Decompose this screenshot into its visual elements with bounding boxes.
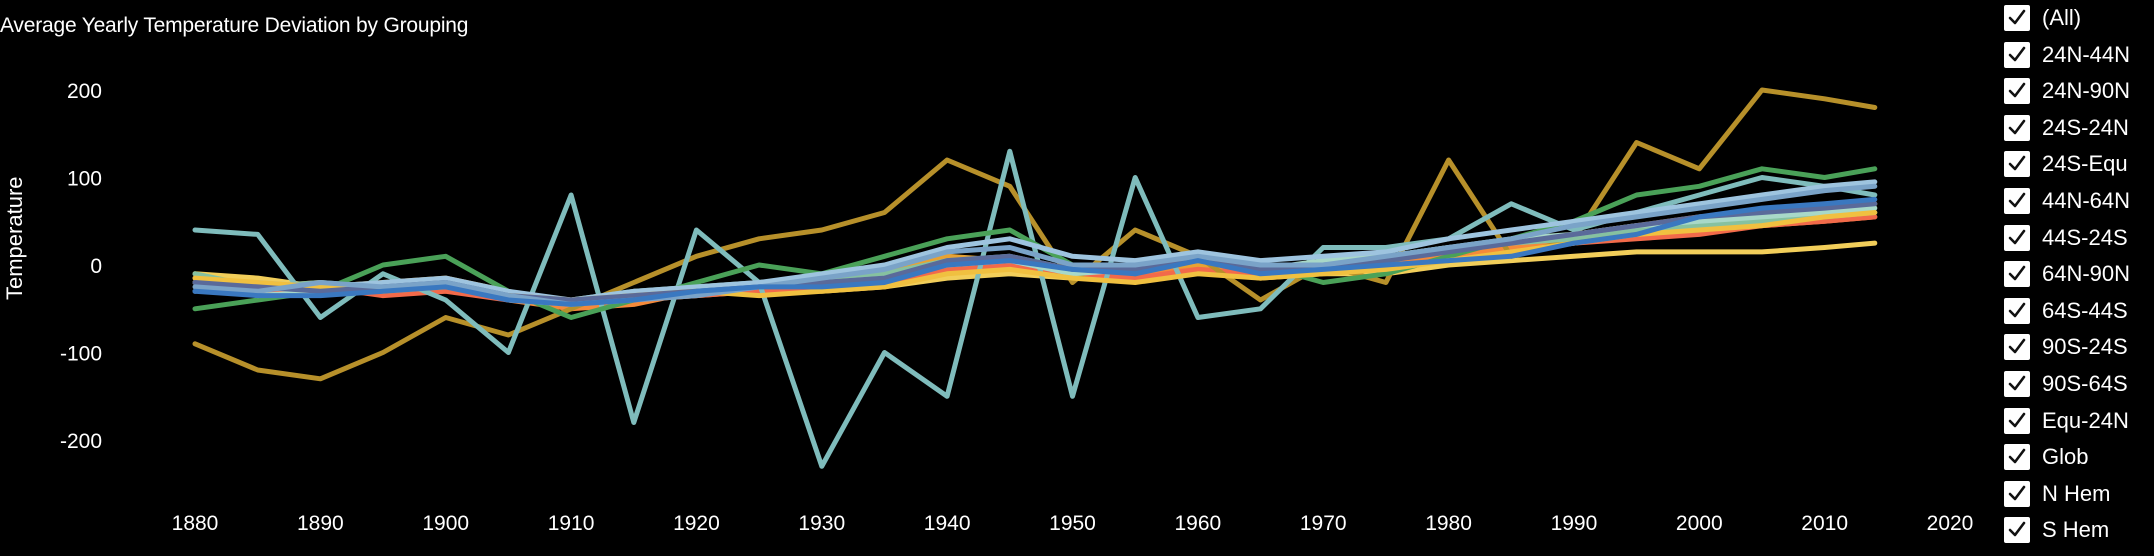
- line-chart: 1880 1890 1900 1910 1920 1930 1940 1950 1960 1970…: [60, 80, 1974, 535]
- checkbox[interactable]: [2004, 261, 2030, 288]
- x-tick-label: 1890: [297, 512, 344, 535]
- legend-label: 24S-Equ: [2042, 151, 2128, 177]
- checkbox[interactable]: [2004, 188, 2030, 214]
- legend-item-n-hem[interactable]: N Hem: [2004, 478, 2110, 510]
- checkbox[interactable]: [2004, 334, 2030, 361]
- legend-item-44n-64n[interactable]: 44N-64N: [2004, 185, 2130, 217]
- checkbox[interactable]: [2004, 444, 2030, 471]
- y-tick-label: 200: [67, 80, 102, 103]
- x-tick-label: 2000: [1676, 512, 1723, 535]
- y-tick-label: -100: [60, 343, 102, 366]
- series-line-90s-64s: [192, 179, 1878, 303]
- legend-label: 90S-64S: [2042, 371, 2128, 396]
- legend-item-64n-90n[interactable]: 64N-90N: [2004, 258, 2130, 290]
- check-icon: [2008, 302, 2026, 318]
- check-icon: [2008, 265, 2026, 281]
- legend-label: 64N-90N: [2042, 261, 2131, 287]
- x-tick-label: 1920: [673, 512, 720, 535]
- check-icon: [2008, 412, 2026, 427]
- check-icon: [2008, 448, 2026, 464]
- legend-item-90s-64s[interactable]: 90S-64S: [2004, 368, 2128, 400]
- checkbox[interactable]: [2004, 78, 2030, 105]
- x-tick-label: 1900: [422, 512, 469, 535]
- legend-label: 24N-44N: [2042, 41, 2131, 67]
- check-icon: [2008, 82, 2026, 98]
- legend-item-24s-24n[interactable]: 24S-24N: [2004, 112, 2129, 144]
- check-icon: [2008, 229, 2026, 244]
- legend-label: Equ-24N: [2042, 407, 2129, 433]
- x-tick-label: 1950: [1049, 512, 1096, 535]
- checkbox[interactable]: [2004, 5, 2030, 31]
- check-icon: [2008, 339, 2026, 354]
- x-tick-label: 1960: [1174, 512, 1221, 535]
- series-line-64s-44s: [192, 166, 1878, 320]
- legend-label: S Hem: [2042, 517, 2110, 543]
- x-tick-label: 1980: [1425, 512, 1472, 535]
- checkbox[interactable]: [2004, 114, 2030, 141]
- check-icon: [2008, 192, 2026, 208]
- x-tick-label: 2020: [1927, 512, 1974, 535]
- legend-label: 24N-90N: [2042, 78, 2131, 104]
- checkbox[interactable]: [2004, 297, 2030, 324]
- check-icon: [2008, 375, 2026, 391]
- x-tick-label: 1940: [924, 512, 971, 535]
- checkbox[interactable]: [2004, 41, 2030, 68]
- legend-label: N Hem: [2042, 480, 2111, 506]
- check-icon: [2008, 9, 2026, 25]
- checkbox[interactable]: [2004, 224, 2030, 251]
- legend-item-64s-44s[interactable]: 64S-44S: [2004, 295, 2128, 327]
- legend-item-24n-44n[interactable]: 24N-44N: [2004, 39, 2130, 71]
- x-tick-label: 1880: [172, 512, 219, 535]
- checkbox[interactable]: [2004, 480, 2030, 507]
- legend-item-all[interactable]: (All): [2004, 2, 2081, 34]
- check-icon: [2008, 485, 2026, 501]
- legend-item-44s-24s[interactable]: 44S-24S: [2004, 222, 2128, 254]
- x-tick-label: 1930: [798, 512, 845, 535]
- x-tick-label: 1970: [1300, 512, 1347, 535]
- legend-label: 64S-44S: [2042, 297, 2128, 323]
- legend-item-equ-24n[interactable]: Equ-24N: [2004, 405, 2129, 437]
- x-tick-label: 1990: [1551, 512, 1598, 535]
- legend-label: 44S-24S: [2042, 224, 2128, 250]
- y-tick-label: 0: [90, 255, 102, 278]
- legend-label: Glob: [2042, 444, 2089, 470]
- y-tick-label: -200: [60, 430, 102, 453]
- check-icon: [2008, 46, 2026, 61]
- check-icon: [2008, 522, 2026, 537]
- check-icon: [2008, 119, 2026, 135]
- legend-item-s-hem[interactable]: S Hem: [2004, 514, 2109, 546]
- legend-item-90s-24s[interactable]: 90S-24S: [2004, 331, 2128, 363]
- legend-label: 90S-24S: [2042, 334, 2128, 360]
- legend-item-24s-equ[interactable]: 24S-Equ: [2004, 148, 2128, 180]
- legend-label: 24S-24N: [2042, 114, 2129, 140]
- legend-label: 44N-64N: [2042, 188, 2131, 213]
- legend-label: (All): [2042, 5, 2082, 30]
- checkbox[interactable]: [2004, 371, 2030, 397]
- check-icon: [2008, 156, 2026, 171]
- x-tick-label: 2010: [1801, 512, 1848, 535]
- x-tick-label: 1910: [548, 512, 595, 535]
- legend-item-24n-90n[interactable]: 24N-90N: [2004, 75, 2130, 107]
- chart-title: Average Yearly Temperature Deviation by …: [0, 14, 469, 37]
- checkbox[interactable]: [2004, 151, 2030, 178]
- series-line-n-hem: [192, 183, 1878, 307]
- checkbox[interactable]: [2004, 407, 2030, 434]
- checkbox[interactable]: [2004, 517, 2030, 544]
- legend-item-glob[interactable]: Glob: [2004, 441, 2088, 473]
- y-tick-label: 100: [67, 168, 102, 191]
- series-line-s-hem: [192, 196, 1878, 307]
